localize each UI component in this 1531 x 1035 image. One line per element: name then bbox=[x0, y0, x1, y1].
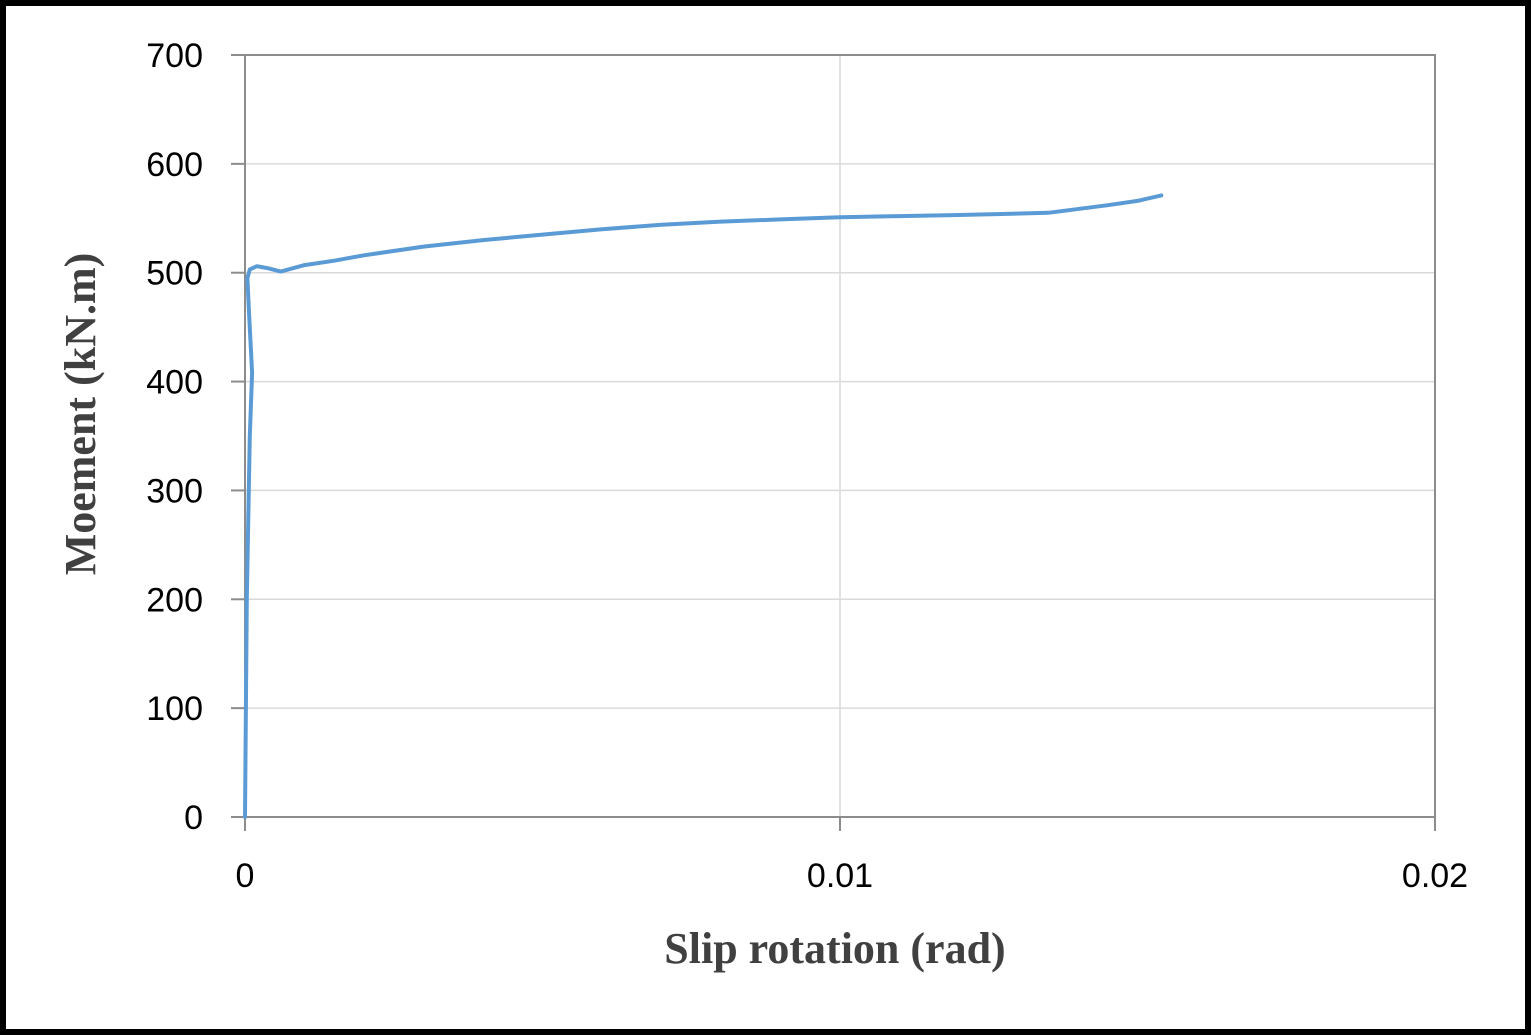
y-tick-labels: 0 100 200 300 400 500 600 700 bbox=[146, 37, 203, 837]
x-tick-label: 0 bbox=[236, 857, 255, 895]
x-tick-label: 0.02 bbox=[1402, 857, 1468, 895]
x-tick-labels: 0 0.01 0.02 bbox=[236, 857, 1469, 895]
y-tick-label: 500 bbox=[146, 255, 203, 293]
x-axis-title: Slip rotation (rad) bbox=[664, 924, 1005, 973]
y-axis-title: Moement (kN.m) bbox=[56, 253, 105, 576]
gridlines bbox=[244, 54, 1436, 818]
y-tick-label: 300 bbox=[146, 472, 203, 510]
y-tick-label: 700 bbox=[146, 37, 203, 75]
x-tick-label: 0.01 bbox=[807, 857, 873, 895]
y-tick-label: 100 bbox=[146, 690, 203, 728]
y-tick-label: 600 bbox=[146, 146, 203, 184]
axes bbox=[231, 54, 1436, 831]
y-tick-label: 400 bbox=[146, 364, 203, 402]
series-line-1 bbox=[243, 193, 1164, 819]
series-group bbox=[243, 193, 1164, 819]
y-tick-label: 200 bbox=[146, 581, 203, 619]
y-tick-label: 0 bbox=[184, 799, 203, 837]
